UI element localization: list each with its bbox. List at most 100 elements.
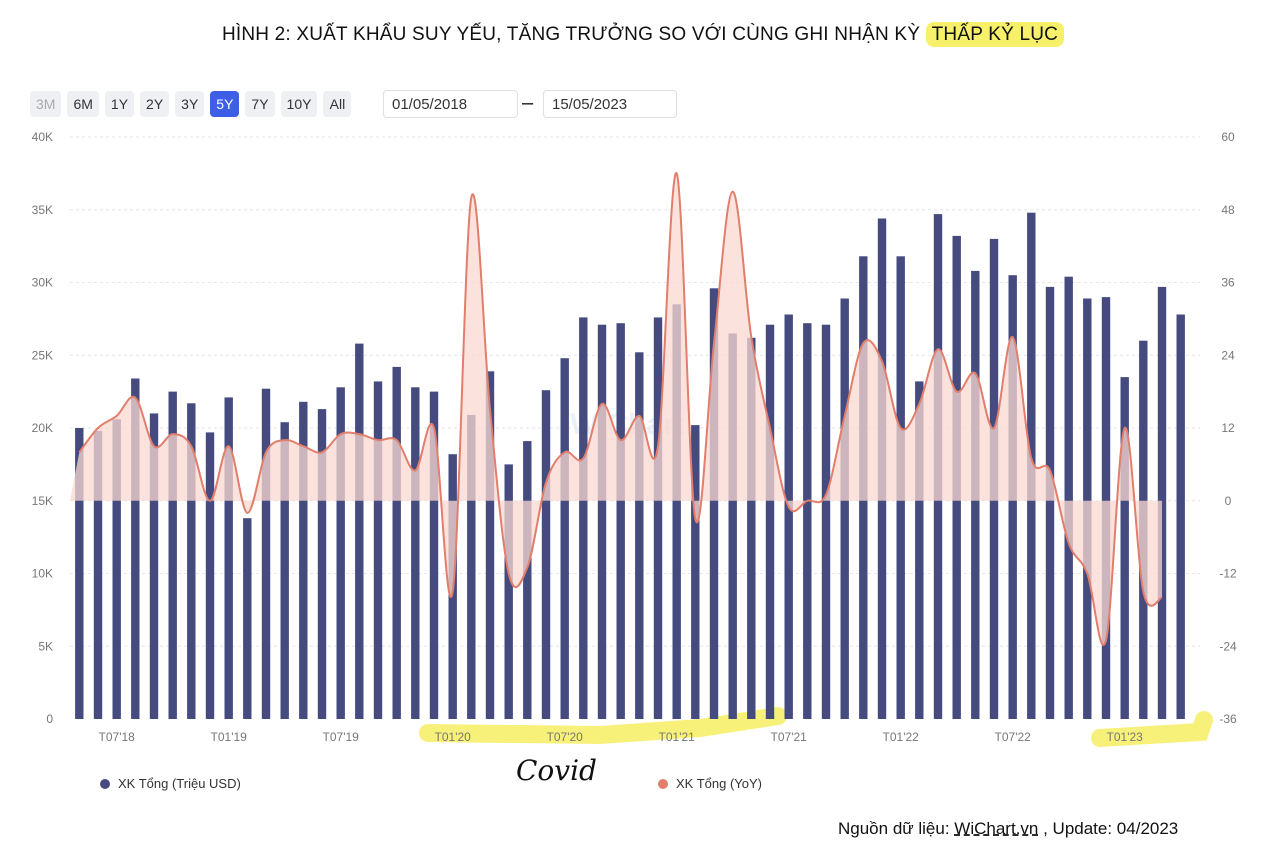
- bar: [336, 387, 345, 719]
- right-tick-label: 0: [1225, 494, 1232, 508]
- left-axis: 0 5K 10K 15K 20K 25K 30K 35K 40K: [32, 130, 54, 726]
- range-1y-button[interactable]: 1Y: [104, 91, 135, 117]
- x-axis: T07'18 T01'19 T07'19 T01'20 T07'20 T01'21 T07'…: [99, 730, 1144, 744]
- bar: [504, 464, 513, 719]
- bar: [579, 317, 588, 719]
- bar: [672, 304, 681, 719]
- left-tick-label: 40K: [32, 130, 53, 144]
- bar: [280, 422, 289, 719]
- bar: [784, 314, 793, 719]
- bar: [243, 518, 252, 719]
- legend-line-label: XK Tổng (YoY): [676, 776, 762, 791]
- bar: [1120, 377, 1129, 719]
- right-tick-label: -24: [1219, 639, 1237, 653]
- x-tick-label: T07'20: [547, 730, 584, 744]
- bar: [616, 323, 625, 719]
- yoy-area: [70, 172, 1162, 645]
- chart-title: HÌNH 2: XUẤT KHẨU SUY YẾU, TĂNG TRƯỞNG S…: [0, 22, 1286, 47]
- highlight-stroke: [419, 707, 787, 745]
- left-tick-label: 10K: [32, 567, 53, 581]
- bar: [205, 432, 215, 719]
- chart-title-highlight: THẤP KỶ LỤC: [925, 22, 1065, 47]
- bar: [261, 388, 271, 719]
- right-tick-label: 36: [1221, 276, 1235, 290]
- right-tick-label: 24: [1221, 348, 1235, 362]
- date-from-input[interactable]: [383, 90, 518, 118]
- bar: [299, 401, 308, 719]
- x-tick-label: T07'18: [99, 730, 136, 744]
- left-tick-label: 0: [46, 712, 53, 726]
- range-2y-button[interactable]: 2Y: [140, 91, 170, 117]
- bar: [1045, 286, 1055, 719]
- right-tick-label: 60: [1221, 130, 1235, 144]
- highlight-stroke: [1091, 711, 1213, 747]
- bar: [75, 428, 84, 719]
- right-axis: -36 -24 -12 0 12 24 36 48 60: [1219, 130, 1237, 726]
- right-tick-label: 12: [1221, 421, 1235, 435]
- range-3m-button[interactable]: 3M: [30, 91, 62, 117]
- axis-highlights: [419, 707, 1213, 747]
- bar: [840, 298, 849, 719]
- range-6m-button[interactable]: 6M: [67, 91, 99, 117]
- legend-item-bars[interactable]: XK Tổng (Triệu USD): [100, 776, 241, 791]
- range-toolbar: 3M 6M 1Y 2Y 3Y 5Y 7Y 10Y All: [30, 91, 352, 117]
- bar: [541, 390, 551, 719]
- legend-bar-label: XK Tổng (Triệu USD): [118, 776, 241, 791]
- x-tick-label: T07'21: [771, 730, 808, 744]
- bar: [93, 430, 103, 719]
- bar: [112, 419, 121, 719]
- bar: [187, 403, 196, 719]
- right-tick-label: 48: [1221, 203, 1235, 217]
- x-tick-label: T01'20: [435, 730, 472, 744]
- bar: [1176, 314, 1185, 719]
- legend-bar-swatch: [100, 778, 110, 789]
- bar: [765, 324, 775, 719]
- bar: [523, 441, 532, 719]
- range-all-button[interactable]: All: [323, 91, 352, 117]
- left-tick-label: 20K: [32, 421, 53, 435]
- x-tick-label: T01'22: [883, 730, 920, 744]
- bar: [168, 391, 177, 719]
- bar: [485, 371, 495, 719]
- covid-annotation: Covid: [516, 754, 597, 787]
- range-5y-button[interactable]: 5Y: [210, 91, 240, 117]
- x-tick-label: T07'19: [323, 730, 360, 744]
- left-tick-label: 25K: [32, 348, 53, 362]
- bar: [915, 381, 924, 719]
- range-3y-button[interactable]: 3Y: [175, 91, 205, 117]
- bar: [653, 317, 663, 719]
- left-tick-label: 30K: [32, 276, 53, 290]
- chart-title-main: HÌNH 2: XUẤT KHẨU SUY YẾU, TĂNG TRƯỞNG S…: [221, 24, 926, 45]
- bar: [635, 352, 644, 719]
- bar: [691, 425, 700, 719]
- bar: [224, 397, 233, 719]
- left-tick-label: 35K: [32, 203, 53, 217]
- x-tick-label: T01'23: [1107, 730, 1144, 744]
- x-tick-label: T01'19: [211, 730, 248, 744]
- bar: [709, 288, 719, 719]
- bar: [429, 391, 439, 719]
- source-link[interactable]: WiChart.vn: [954, 819, 1039, 838]
- bar: [355, 343, 364, 719]
- right-tick-label: -12: [1219, 567, 1237, 581]
- bar: [131, 378, 140, 719]
- range-10y-button[interactable]: 10Y: [280, 91, 318, 117]
- range-7y-button[interactable]: 7Y: [245, 91, 275, 117]
- bar: [560, 358, 569, 719]
- bar: [467, 414, 476, 719]
- bar: [317, 409, 327, 719]
- bar: [747, 337, 756, 719]
- right-tick-label: -36: [1219, 712, 1237, 726]
- bar: [597, 324, 607, 719]
- bar: [373, 381, 383, 719]
- bar: [803, 323, 812, 719]
- left-tick-label: 5K: [38, 639, 53, 653]
- bar: [821, 324, 831, 719]
- date-to-input[interactable]: [543, 90, 677, 118]
- bar: [392, 366, 401, 719]
- left-tick-label: 15K: [32, 494, 53, 508]
- legend-item-line[interactable]: XK Tổng (YoY): [658, 776, 762, 791]
- yoy-line: [78, 172, 1163, 646]
- bar: [728, 333, 737, 719]
